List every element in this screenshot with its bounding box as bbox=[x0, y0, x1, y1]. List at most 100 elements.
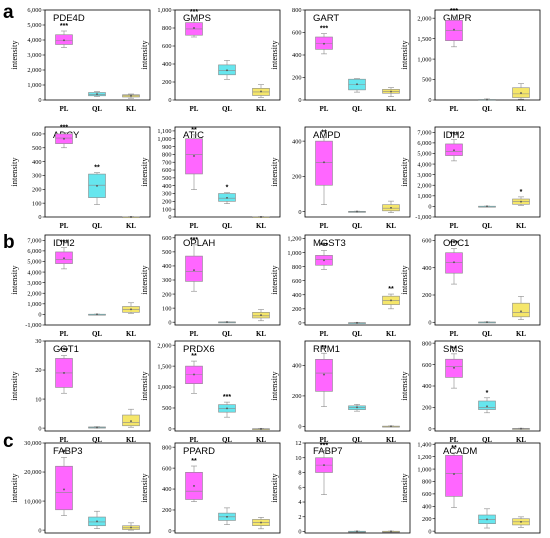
box-pl: * bbox=[55, 450, 73, 516]
mean-marker bbox=[260, 521, 262, 524]
y-tick-label: 800 bbox=[292, 7, 301, 14]
y-axis-label: intensity bbox=[399, 157, 409, 187]
y-tick-label: 6,000 bbox=[417, 140, 431, 147]
panel-title: OPLAH bbox=[183, 238, 215, 249]
panel-title: PPARD bbox=[183, 446, 215, 457]
panel-atic-6: ATIC intensity 010020030040050060070080090… bbox=[139, 126, 281, 230]
y-tick-label: 0 bbox=[168, 319, 171, 326]
y-tick-label: 500 bbox=[422, 77, 431, 84]
x-category-label: QL bbox=[482, 222, 492, 230]
significance-label: *** bbox=[450, 8, 458, 15]
mean-marker bbox=[226, 197, 228, 199]
significance-label: *** bbox=[60, 240, 68, 247]
y-tick-label: 2,000 bbox=[27, 290, 41, 297]
mean-marker bbox=[390, 530, 392, 533]
y-tick-label: 400 bbox=[292, 138, 301, 145]
panel-mgst3-11: MGST3intensity02004006008001,0001,200***… bbox=[269, 234, 411, 338]
x-category-label: QL bbox=[222, 222, 232, 230]
box-pl: ** bbox=[185, 353, 203, 394]
x-category-label: QL bbox=[352, 436, 362, 444]
mean-marker bbox=[486, 321, 488, 323]
significance-label: * bbox=[63, 450, 66, 457]
y-tick-label: 8 bbox=[298, 470, 301, 477]
box-ql bbox=[478, 98, 496, 101]
x-category-label: PL bbox=[450, 222, 459, 230]
box-ql bbox=[88, 313, 106, 316]
y-tick-label: 1,000 bbox=[27, 82, 41, 89]
significance-label: *** bbox=[320, 442, 328, 449]
iqr-box bbox=[512, 302, 530, 318]
y-axis-label: intensity bbox=[399, 265, 409, 295]
y-tick-label: 400 bbox=[162, 486, 171, 493]
y-tick-label: 30 bbox=[35, 338, 41, 345]
significance-label: ** bbox=[451, 346, 457, 353]
y-tick-label: 1,000 bbox=[157, 136, 171, 143]
significance-label: ** bbox=[321, 345, 327, 352]
y-axis-label: intensity bbox=[139, 371, 149, 401]
x-category-label: PL bbox=[190, 222, 199, 230]
panel-title: GMPS bbox=[183, 13, 211, 24]
y-tick-label: 600 bbox=[162, 167, 171, 174]
box-kl bbox=[512, 296, 530, 320]
box-pl: *** bbox=[445, 241, 463, 285]
y-tick-label: 800 bbox=[422, 479, 431, 486]
mean-marker bbox=[520, 310, 522, 313]
y-tick-label: 1,000 bbox=[157, 7, 171, 14]
significance-label: * bbox=[486, 390, 489, 397]
y-tick-label: 200 bbox=[162, 507, 171, 514]
panel-idh2-9: IDH2 intensity -1,000 0 1,000 2,000 3,000 4,000… bbox=[9, 234, 151, 338]
y-tick-label: 200 bbox=[292, 393, 301, 400]
mean-marker bbox=[130, 216, 132, 218]
y-tick-label: 1,500 bbox=[157, 363, 171, 370]
box-kl bbox=[122, 93, 140, 99]
box-pl: *** bbox=[315, 26, 333, 55]
y-tick-label: 20,000 bbox=[24, 469, 41, 476]
x-category-label: QL bbox=[222, 105, 232, 113]
mean-marker bbox=[260, 90, 262, 93]
panel-acadm-20: ACADM intensity 0 200 400 600 800 1,000 1,200 1,4… bbox=[399, 441, 541, 535]
y-tick-label: 400 bbox=[162, 263, 171, 270]
mean-marker bbox=[193, 27, 195, 29]
y-tick-label: 200 bbox=[292, 306, 301, 313]
significance-label: *** bbox=[190, 9, 198, 16]
panel-sms-16: SMS intensity 0 200 400 600 800 ** PL * QL KL bbox=[399, 340, 541, 444]
x-category-label: PL bbox=[450, 330, 459, 338]
panel-adcy-5: ADCYintensity0100200300400500600***PL**Q… bbox=[9, 125, 151, 230]
x-category-label: KL bbox=[516, 330, 526, 338]
x-category-label: QL bbox=[482, 436, 492, 444]
y-tick-label: 300 bbox=[162, 191, 171, 198]
box-pl: ** bbox=[315, 130, 333, 205]
significance-label: *** bbox=[450, 241, 458, 248]
box-ql bbox=[88, 510, 106, 529]
box-ql bbox=[348, 404, 366, 412]
y-tick-label: 30,000 bbox=[24, 440, 41, 447]
significance-label: *** bbox=[450, 132, 458, 139]
mean-marker bbox=[193, 373, 195, 376]
panel-title: PRDX6 bbox=[183, 344, 215, 355]
y-tick-label: 500 bbox=[162, 249, 171, 256]
y-tick-label: 3,000 bbox=[27, 280, 41, 287]
mean-marker bbox=[453, 28, 455, 31]
mean-marker bbox=[520, 200, 522, 203]
y-tick-label: 600 bbox=[162, 235, 171, 242]
box-ql bbox=[348, 78, 366, 93]
x-category-label: PL bbox=[320, 330, 329, 338]
y-tick-label: 3,000 bbox=[27, 52, 41, 59]
y-tick-label: 600 bbox=[162, 465, 171, 472]
y-tick-label: 100 bbox=[162, 305, 171, 312]
box-kl bbox=[252, 309, 270, 322]
y-tick-label: 10 bbox=[295, 455, 301, 462]
y-tick-label: 1,400 bbox=[417, 441, 431, 448]
y-tick-label: 20 bbox=[35, 367, 41, 374]
y-tick-label: 12 bbox=[295, 440, 301, 447]
y-tick-label: 6,000 bbox=[27, 248, 41, 255]
y-tick-label: 2 bbox=[298, 514, 301, 521]
box-pl: *** bbox=[445, 8, 463, 48]
significance-label: *** bbox=[320, 26, 328, 33]
mean-marker bbox=[63, 257, 65, 260]
y-tick-label: 0 bbox=[38, 214, 41, 221]
y-tick-label: 0 bbox=[168, 97, 171, 104]
y-tick-label: 500 bbox=[162, 405, 171, 412]
x-category-label: KL bbox=[256, 330, 266, 338]
y-tick-label: 5,000 bbox=[417, 151, 431, 158]
